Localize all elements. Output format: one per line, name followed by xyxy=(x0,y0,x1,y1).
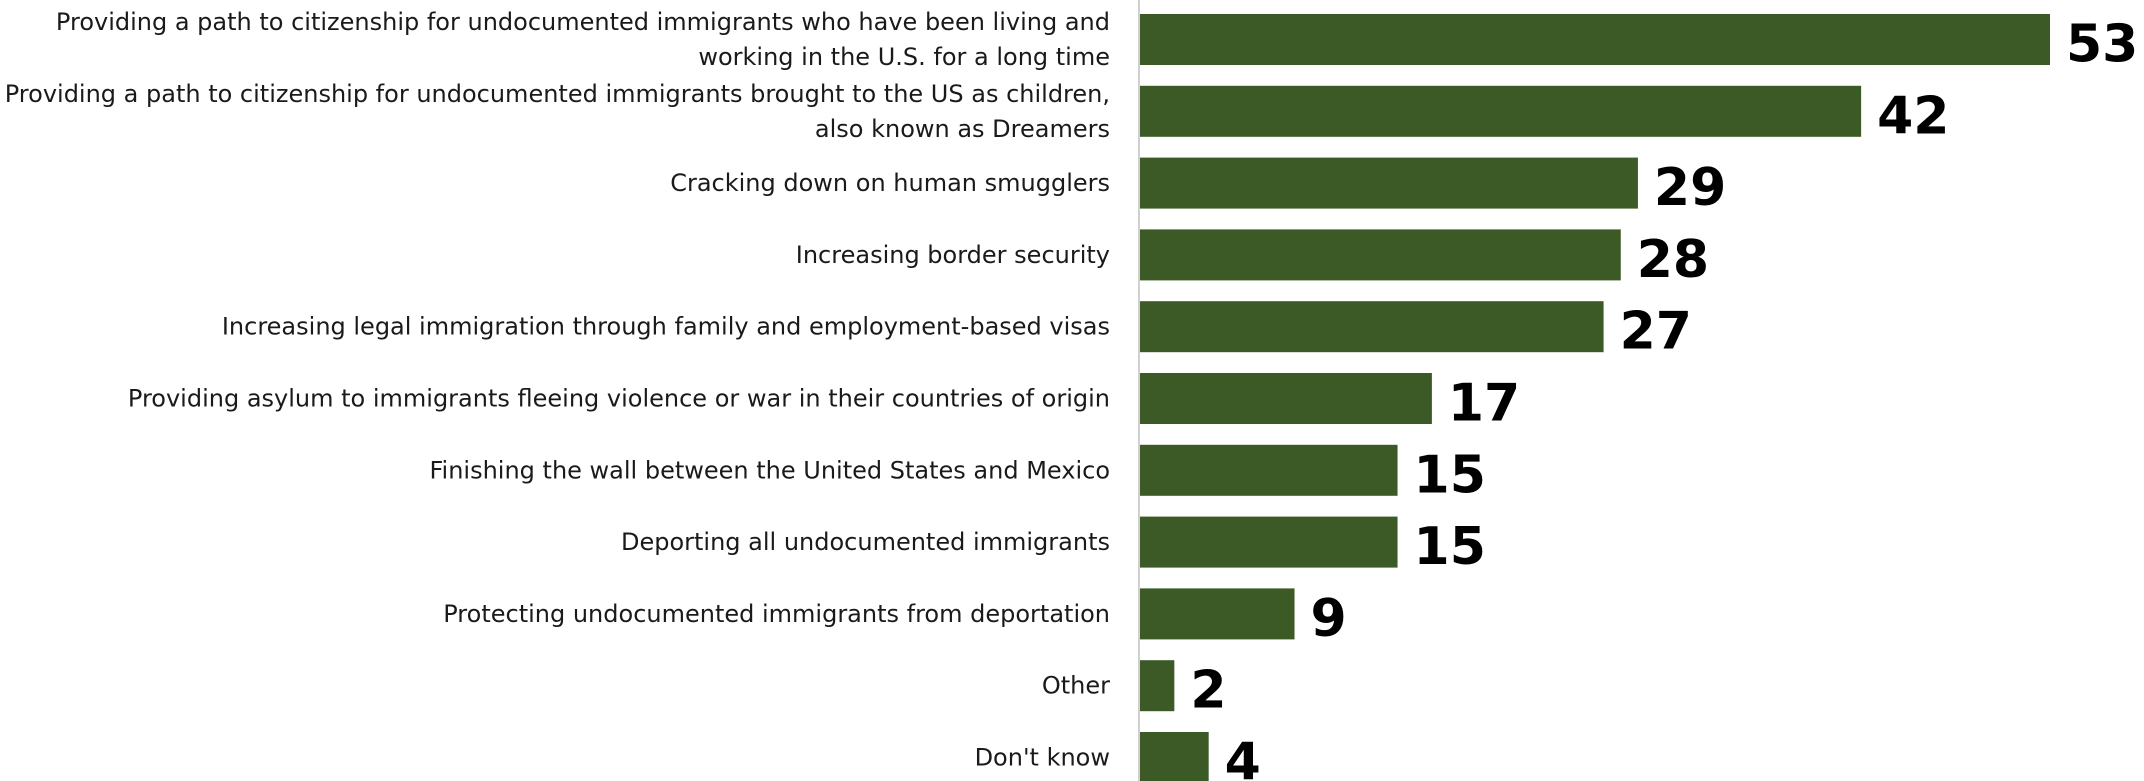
category-label: Don't know xyxy=(975,744,1110,772)
category-label-line: Providing a path to citizenship for undo… xyxy=(56,8,1110,36)
value-label: 27 xyxy=(1620,302,1692,362)
bar xyxy=(1140,85,1862,137)
bar xyxy=(1140,14,2050,65)
category-label: Increasing border security xyxy=(796,241,1110,269)
category-label-line: working in the U.S. for a long time xyxy=(698,43,1110,71)
bar xyxy=(1140,301,1604,353)
category-label-line: Finishing the wall between the United St… xyxy=(429,456,1110,484)
bar xyxy=(1140,157,1638,209)
category-label-line: also known as Dreamers xyxy=(815,115,1110,143)
value-label: 42 xyxy=(1877,86,1949,146)
value-label: 4 xyxy=(1225,733,1261,781)
category-label-line: Don't know xyxy=(975,744,1110,772)
category-label-line: Protecting undocumented immigrants from … xyxy=(443,600,1110,628)
bars-group xyxy=(1140,14,2050,781)
category-label: Protecting undocumented immigrants from … xyxy=(443,600,1110,628)
bar xyxy=(1140,444,1398,496)
category-label-line: Providing asylum to immigrants fleeing v… xyxy=(128,385,1110,413)
category-label-line: Cracking down on human smugglers xyxy=(670,169,1110,197)
category-label: Providing a path to citizenship for undo… xyxy=(56,8,1110,71)
value-label: 53 xyxy=(2066,15,2138,75)
value-label: 9 xyxy=(1311,589,1347,649)
category-label: Other xyxy=(1042,672,1110,700)
value-label: 28 xyxy=(1637,230,1709,290)
category-label-line: Increasing border security xyxy=(796,241,1110,269)
bar xyxy=(1140,732,1209,781)
bar xyxy=(1140,660,1175,712)
category-label: Deporting all undocumented immigrants xyxy=(621,528,1110,556)
category-label: Finishing the wall between the United St… xyxy=(429,456,1110,484)
value-label: 15 xyxy=(1414,445,1486,505)
category-label: Providing asylum to immigrants fleeing v… xyxy=(128,385,1110,413)
category-label: Providing a path to citizenship for undo… xyxy=(5,80,1110,143)
category-label-line: Providing a path to citizenship for undo… xyxy=(5,80,1110,108)
category-label: Increasing legal immigration through fam… xyxy=(222,313,1110,341)
value-label: 2 xyxy=(1190,661,1226,721)
category-labels-group: Providing a path to citizenship for undo… xyxy=(5,8,1110,772)
value-labels-group: 53 42 29 28 27 17 15 15 9 2 4 xyxy=(1190,15,2138,781)
category-label: Cracking down on human smugglers xyxy=(670,169,1110,197)
bar xyxy=(1140,229,1621,281)
category-label-line: Deporting all undocumented immigrants xyxy=(621,528,1110,556)
bar xyxy=(1140,588,1295,640)
category-label-line: Increasing legal immigration through fam… xyxy=(222,313,1110,341)
value-label: 29 xyxy=(1654,158,1726,218)
value-label: 17 xyxy=(1448,374,1520,434)
bar xyxy=(1140,373,1432,424)
value-label: 15 xyxy=(1414,517,1486,577)
bar xyxy=(1140,516,1398,568)
category-label-line: Other xyxy=(1042,672,1110,700)
